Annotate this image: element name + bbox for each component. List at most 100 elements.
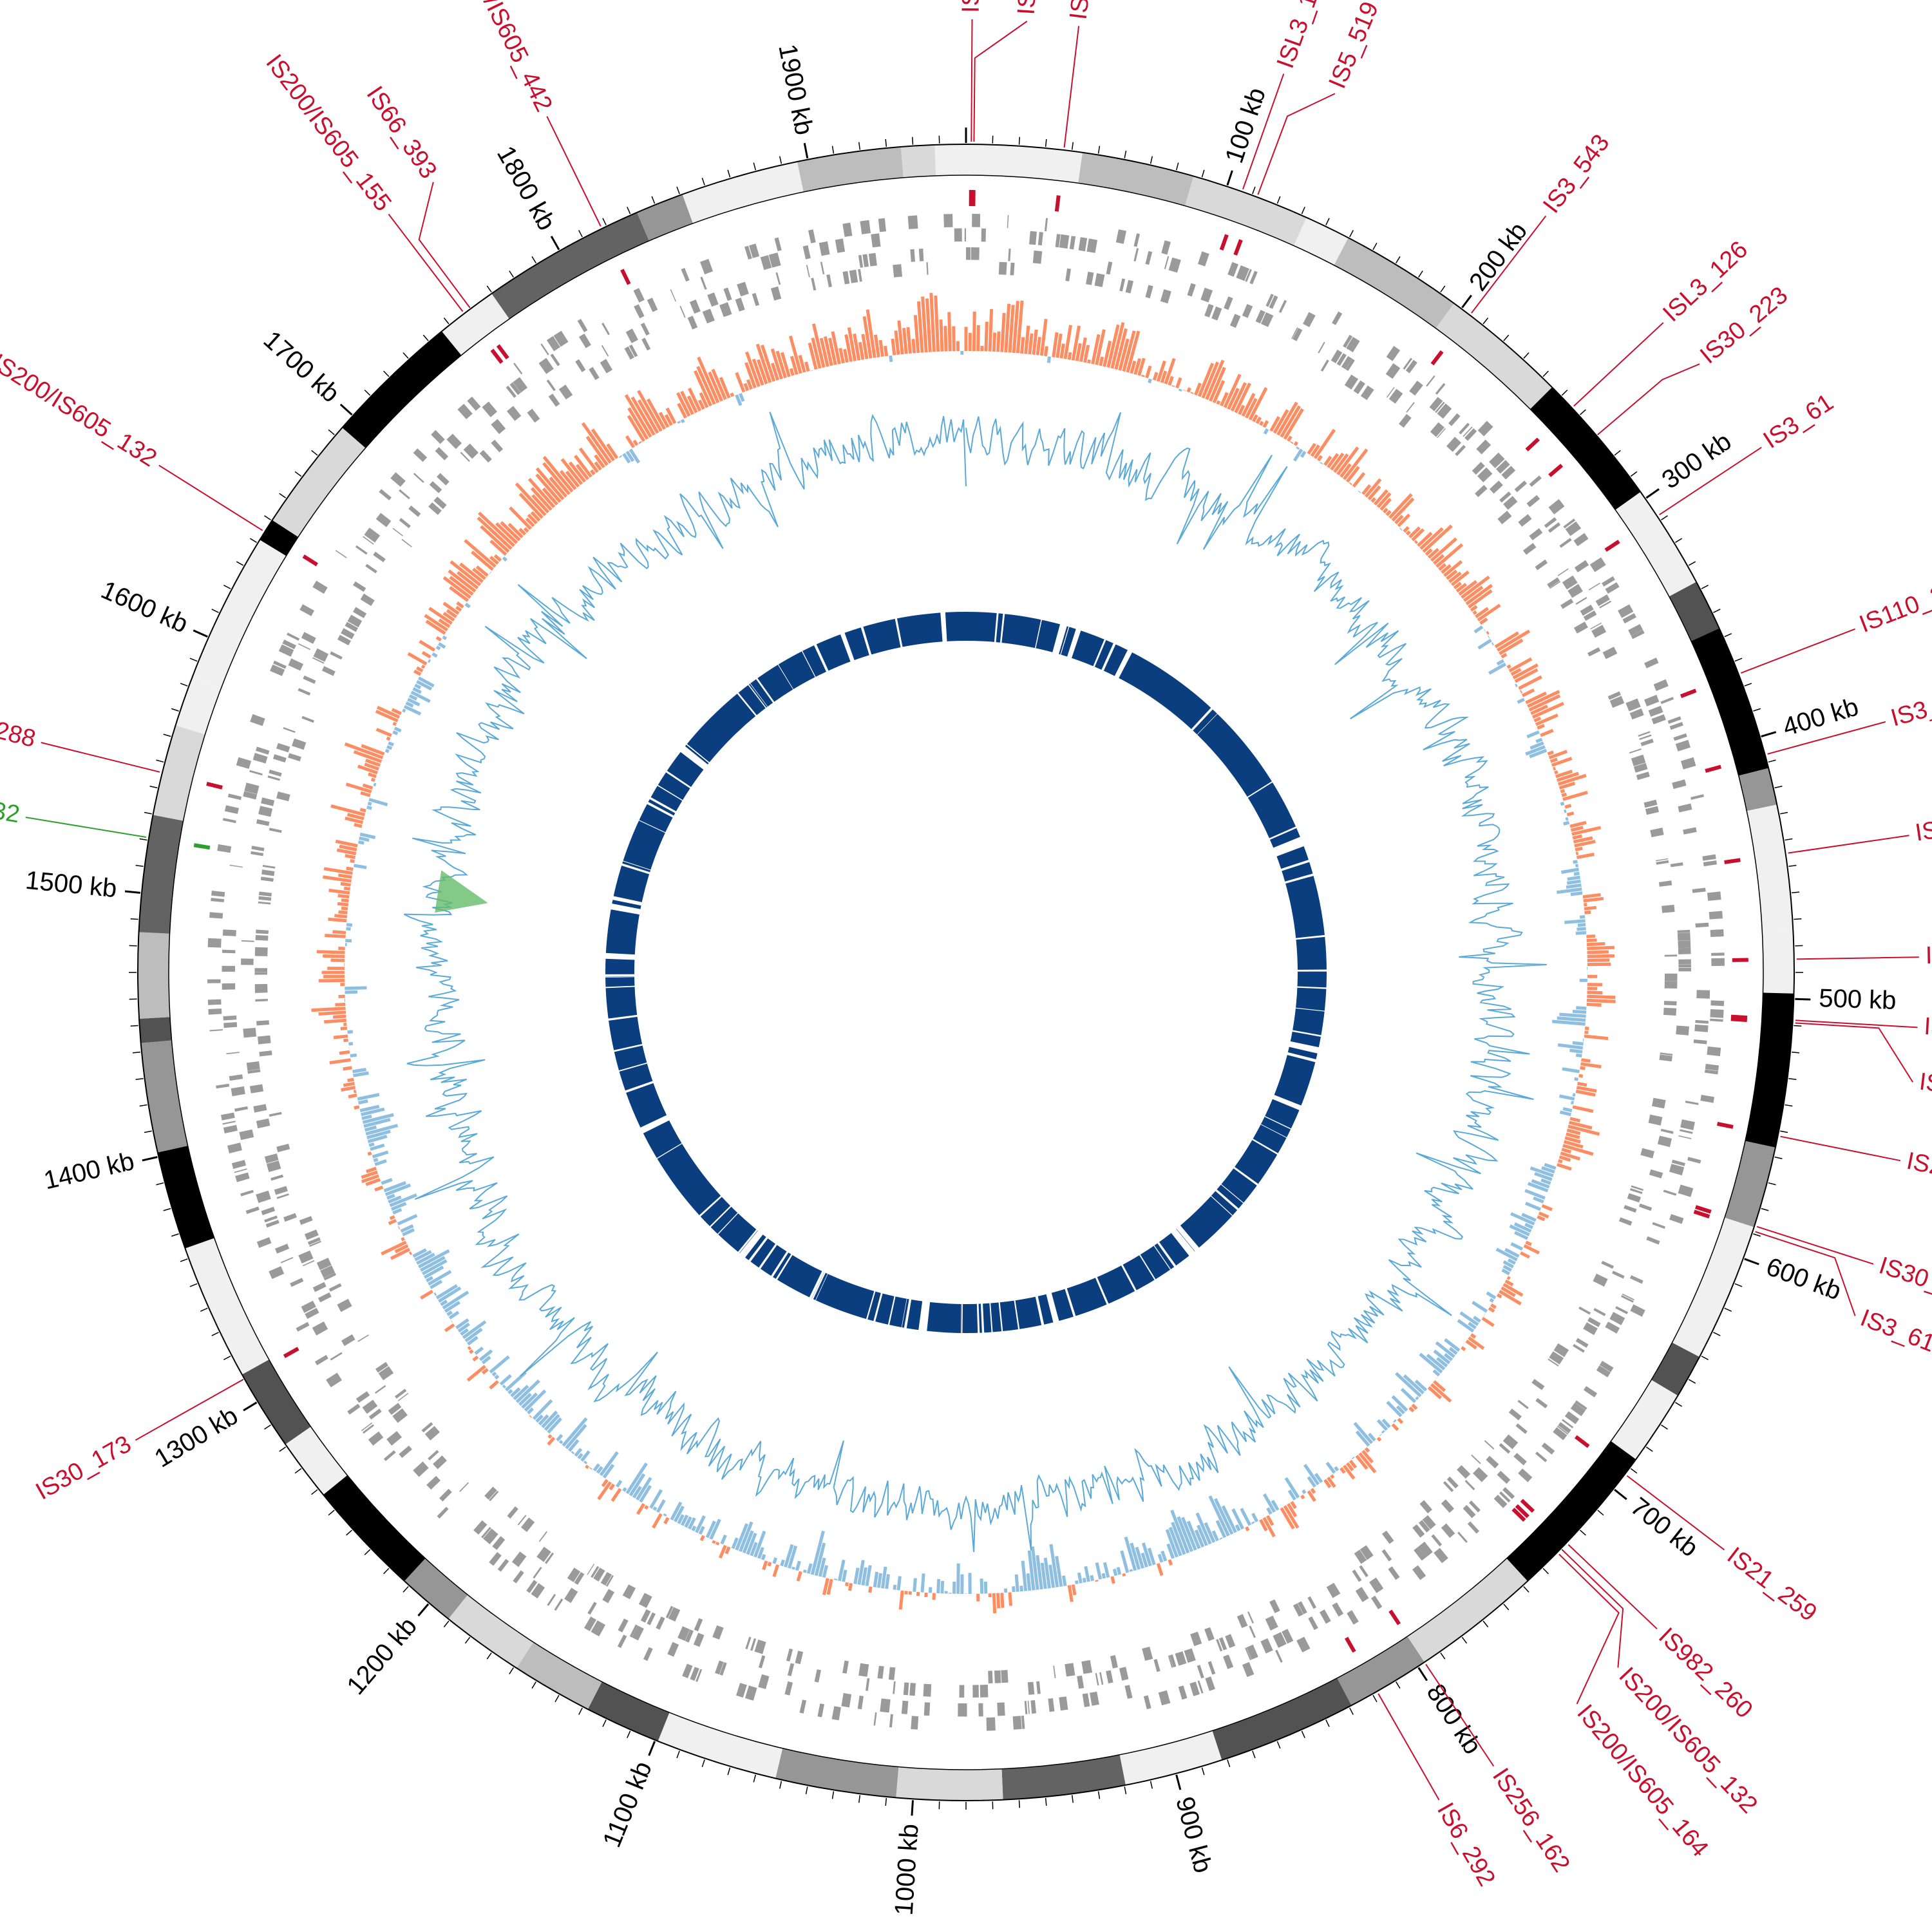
- karyotype-segment: [138, 815, 184, 934]
- annotation-mark: [1515, 1504, 1530, 1519]
- annotation-mark: [1730, 1014, 1748, 1020]
- karyotype-segment: [658, 1712, 783, 1779]
- is-element-label: IS110_208: [1856, 571, 1932, 638]
- annotation-mark: [496, 344, 509, 360]
- annotation-mark: [1520, 1499, 1535, 1513]
- karyotype-segment: [140, 1040, 188, 1153]
- annotation-mark: [1716, 1122, 1734, 1129]
- karyotype-segment: [404, 1558, 468, 1619]
- tick-label: 900 kb: [1170, 1794, 1217, 1876]
- karyotype-segment: [1212, 1678, 1352, 1761]
- tick-label: 400 kb: [1779, 692, 1862, 741]
- tick-label: 1000 kb: [890, 1823, 924, 1917]
- tick-label: 100 kb: [1220, 84, 1271, 167]
- is-element-label: IS3_168: [958, 0, 985, 13]
- karyotype-segment: [1762, 931, 1795, 994]
- karyotype-segment: [516, 1642, 602, 1710]
- karyotype-segment: [682, 162, 804, 223]
- annotation-mark: [1693, 1209, 1710, 1219]
- karyotype-segment: [448, 1595, 534, 1669]
- karyotype-segment: [1738, 768, 1777, 811]
- is-element-label: IS200/IS605_164: [1571, 1700, 1713, 1862]
- gc-skew-track: [311, 292, 1616, 1614]
- karyotype-segment: [285, 1426, 348, 1495]
- is-element-label: IS5_519: [1324, 0, 1385, 93]
- karyotype-ring: [137, 144, 1795, 1801]
- annotation-mark: [1525, 437, 1540, 451]
- karyotype-segment: [797, 147, 904, 192]
- is-element-label: IS200/IS605_155: [260, 50, 396, 216]
- karyotype-segment: [137, 932, 170, 1019]
- karyotype-segment: [1078, 152, 1194, 206]
- karyotype-segment: [1611, 1379, 1678, 1460]
- is-element-label: IS200/IS605_155: [1925, 939, 1932, 969]
- karyotype-segment: [1435, 303, 1553, 410]
- karyotype-segment: [1506, 1441, 1636, 1582]
- is-element-label: ISL3_126: [1913, 805, 1932, 847]
- karyotype-segment: [185, 1238, 269, 1375]
- is-element-label: IS30_173: [1876, 1252, 1932, 1310]
- scale-ticks: [124, 128, 1811, 1816]
- tick-label: 1200 kb: [341, 1612, 422, 1700]
- annotation-labels: IS30_223 IS3_369 IS3_168 ISL3_126 IS5_519 IS3…: [0, 0, 1932, 1891]
- is-element-label: IS30_223: [1065, 0, 1104, 21]
- tick-label: 1900 kb: [773, 42, 818, 137]
- karyotype-segment: [1294, 217, 1349, 265]
- karyotype-segment: [1615, 491, 1696, 597]
- karyotype-segment: [342, 331, 462, 448]
- tick-label: 1500 kb: [24, 866, 118, 903]
- repeat-label: rep32: [0, 791, 22, 828]
- karyotype-segment: [157, 1146, 214, 1249]
- karyotype-segment: [491, 212, 649, 319]
- is-element-label: IS3_369: [1013, 0, 1046, 15]
- karyotype-segment: [1185, 176, 1307, 246]
- annotation-mark: [1730, 1017, 1747, 1022]
- is-element-label: IS3_543: [1538, 129, 1615, 218]
- karyotype-segment: [1669, 582, 1719, 641]
- karyotype-segment: [587, 1681, 670, 1741]
- karyotype-segment: [1407, 1558, 1528, 1662]
- karyotype-segment: [242, 1359, 311, 1444]
- karyotype-segment: [1337, 1636, 1425, 1706]
- tick-label: 800 kb: [1421, 1679, 1486, 1759]
- karyotype-segment: [1651, 1342, 1700, 1396]
- karyotype-segment: [1747, 804, 1794, 933]
- tick-label: 1800 kb: [491, 141, 561, 235]
- annotation-mark: [1388, 1609, 1401, 1625]
- karyotype-segment: [1745, 992, 1794, 1148]
- annotation-mark: [1724, 858, 1741, 864]
- karyotype-segment: [775, 1748, 899, 1798]
- is-element-label: IS256_162: [1487, 1763, 1575, 1877]
- annotation-mark: [1511, 1508, 1526, 1522]
- gc-content-track: [403, 412, 1547, 1553]
- is-element-label: IS256_162: [1904, 1148, 1932, 1197]
- karyotype-segment: [1334, 238, 1454, 328]
- is-element-label: IS200/IS605_132: [1613, 1662, 1763, 1819]
- is-element-label: IS21_288: [0, 701, 39, 753]
- karyotype-segment: [139, 1017, 172, 1043]
- tick-label: 1600 kb: [97, 576, 192, 639]
- karyotype-segment: [1691, 628, 1769, 776]
- is-element-label: IS200/IS605_164: [1918, 1068, 1932, 1117]
- annotation-mark: [302, 554, 318, 567]
- karyotype-segment: [1725, 1141, 1776, 1227]
- tick-label: 300 kb: [1657, 427, 1737, 495]
- karyotype-segment: [934, 144, 966, 176]
- karyotype-segment: [1119, 1730, 1222, 1785]
- karyotype-segment: [900, 144, 936, 178]
- annotation-mark: [206, 781, 223, 790]
- karyotype-segment: [192, 540, 287, 688]
- tick-label: 600 kb: [1763, 1253, 1845, 1306]
- karyotype-segment: [323, 1475, 426, 1582]
- annotation-mark: [620, 269, 631, 285]
- tick-label: 1100 kb: [598, 1757, 658, 1852]
- tick-label: 700 kb: [1625, 1492, 1703, 1562]
- tick-label: 500 kb: [1819, 984, 1897, 1015]
- annotation-mark: [1548, 464, 1564, 477]
- tick-label: 1400 kb: [41, 1147, 137, 1195]
- is-element-label: IS200/IS605_442: [450, 0, 558, 116]
- is-element-label: IS30_173: [32, 1430, 136, 1505]
- annotation-mark: [1695, 1205, 1712, 1214]
- karyotype-segment: [636, 194, 693, 241]
- annotation-mark: [193, 843, 211, 850]
